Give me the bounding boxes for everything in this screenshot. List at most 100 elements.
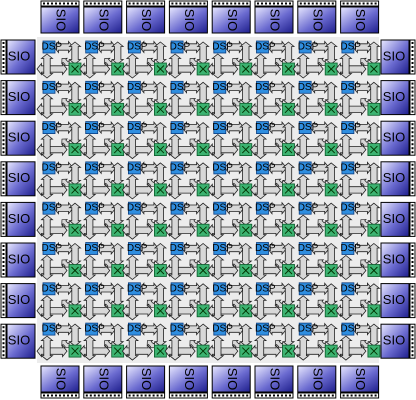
sio-pins — [0, 242, 7, 278]
link-arrow-v — [168, 335, 182, 361]
link-arrow-v — [83, 134, 97, 160]
link-arrow-v — [211, 93, 225, 119]
dsp-3-3: DSP — [170, 161, 190, 175]
dsp-block — [213, 121, 227, 134]
switch-5-2 — [153, 264, 167, 277]
sio-bottom-1: SIO — [83, 365, 123, 399]
sio-top-1: SIO — [83, 0, 123, 34]
dsp-0-5: DSP — [255, 40, 276, 54]
dsp-block — [85, 40, 99, 54]
link-arrow-v — [339, 93, 353, 119]
sio-block — [380, 201, 410, 237]
sio-label: SIO — [8, 251, 30, 266]
dsp-block — [256, 242, 269, 255]
sio-block — [380, 323, 410, 359]
dsp-label: DSP — [298, 122, 319, 133]
sio-left-1: SIO — [0, 80, 36, 116]
link-arrow-v — [339, 335, 353, 361]
sio-block — [6, 201, 36, 237]
sio-label: SIO — [139, 9, 154, 31]
link-arrow-v — [339, 295, 353, 321]
dsp-label: DSP — [298, 203, 319, 214]
dsp-block — [298, 80, 312, 94]
dsp-6-5: DSP — [255, 282, 276, 296]
sio-top-4: SIO — [211, 0, 251, 34]
switch-7-2 — [153, 344, 167, 358]
dsp-block — [256, 40, 269, 54]
sio-right-3: SIO — [380, 161, 416, 197]
dsp-block — [256, 201, 269, 215]
link-arrow-v — [125, 254, 140, 281]
dsp-label: DSP — [212, 203, 233, 214]
dsp-label: DSP — [170, 283, 191, 294]
dsp-label: DSP — [84, 122, 105, 133]
switch-3-1 — [111, 183, 125, 197]
dsp-label: DSP — [170, 203, 191, 214]
dsp-block — [127, 242, 141, 255]
sio-block — [6, 242, 36, 278]
switch-1-7 — [367, 102, 381, 116]
dsp-label: DSP — [127, 122, 148, 133]
sio-left-4: SIO — [0, 201, 36, 237]
link-arrow-v — [211, 134, 225, 160]
link-arrow-v — [125, 295, 140, 321]
link-arrow-v — [296, 53, 310, 79]
sio-top-0: SIO — [40, 0, 80, 34]
dsp-label: DSP — [127, 162, 148, 173]
switch-0-7 — [367, 62, 381, 76]
dsp-3-1: DSP — [84, 161, 105, 175]
sio-pins — [0, 201, 7, 237]
dsp-block — [170, 40, 184, 54]
dsp-1-6: DSP — [298, 80, 319, 94]
sio-label: SIO — [8, 333, 30, 348]
dsp-label: DSP — [170, 82, 191, 93]
dsp-block — [85, 80, 99, 94]
switch-6-3 — [196, 304, 210, 318]
link-arrow-v — [253, 93, 268, 119]
dsp-0-1: DSP — [84, 40, 105, 54]
sio-block — [6, 283, 36, 319]
link-arrow-v — [83, 174, 97, 200]
dsp-block — [127, 282, 141, 296]
switch-3-7 — [367, 183, 381, 197]
sio-label: SIO — [353, 9, 368, 31]
dsp-3-5: DSP — [255, 161, 276, 175]
dsp-4-7: DSP — [340, 201, 361, 215]
dsp-3-0: DSP — [42, 161, 62, 175]
dsp-7-0: DSP — [42, 322, 62, 336]
sio-right-1: SIO — [380, 80, 416, 116]
sio-label: SIO — [383, 211, 405, 226]
dsp-label: DSP — [340, 283, 361, 294]
sio-label: SIO — [182, 368, 197, 390]
sio-top-6: SIO — [297, 0, 337, 34]
link-arrow-v — [211, 53, 225, 79]
dsp-label: DSP — [42, 122, 63, 133]
sio-pins — [409, 80, 416, 116]
sio-block — [380, 120, 410, 156]
link-arrow-v — [83, 295, 97, 321]
dsp-2-2: DSP — [127, 121, 148, 134]
link-arrow-v — [253, 134, 268, 160]
link-arrow-v — [253, 53, 268, 79]
dsp-block — [298, 322, 312, 336]
dsp-label: DSP — [212, 243, 233, 254]
dsp-block — [127, 161, 141, 175]
switch-6-4 — [239, 304, 253, 318]
sio-pins — [409, 39, 416, 75]
sio-bottom-6: SIO — [297, 365, 337, 399]
sio-label: SIO — [8, 89, 30, 104]
dsp-0-0: DSP — [42, 40, 62, 54]
link-arrow-v — [296, 134, 310, 160]
sio-label: SIO — [54, 9, 69, 31]
sio-block — [83, 365, 123, 393]
dsp-label: DSP — [298, 162, 319, 173]
dsp-label: DSP — [42, 243, 63, 254]
link-arrow-v — [168, 254, 182, 281]
dsp-label: DSP — [84, 283, 105, 294]
sio-block — [168, 365, 208, 393]
switch-7-6 — [324, 344, 338, 358]
dsp-block — [213, 282, 227, 296]
dsp-label: DSP — [127, 42, 148, 53]
dsp-3-2: DSP — [127, 161, 148, 175]
